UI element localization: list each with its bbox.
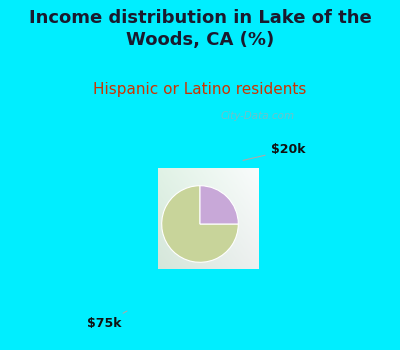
Wedge shape [162,186,238,262]
Text: $75k: $75k [86,311,127,330]
Wedge shape [200,186,238,224]
Text: Income distribution in Lake of the
Woods, CA (%): Income distribution in Lake of the Woods… [29,9,371,49]
Text: $20k: $20k [243,144,305,160]
Text: Hispanic or Latino residents: Hispanic or Latino residents [93,82,307,97]
Text: City-Data.com: City-Data.com [221,111,295,121]
